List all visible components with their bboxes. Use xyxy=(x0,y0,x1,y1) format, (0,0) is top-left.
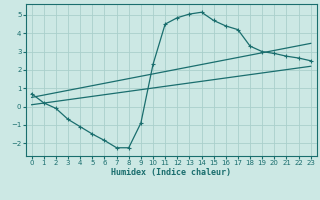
X-axis label: Humidex (Indice chaleur): Humidex (Indice chaleur) xyxy=(111,168,231,177)
